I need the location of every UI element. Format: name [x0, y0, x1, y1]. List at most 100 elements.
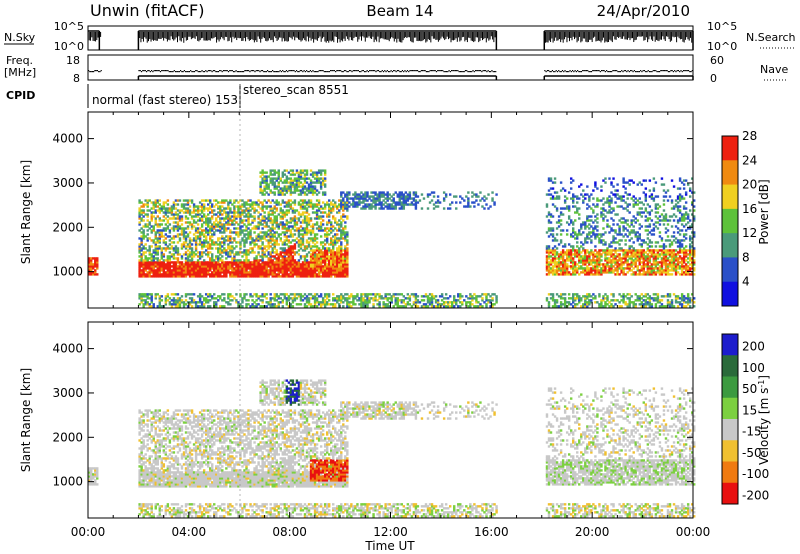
power-cell: [158, 239, 161, 242]
power-cell: [204, 229, 208, 232]
power-cell: [146, 203, 149, 206]
power-cell: [178, 253, 182, 256]
power-cell: [152, 229, 155, 232]
power-cell: [166, 235, 170, 238]
power-cell: [489, 205, 492, 208]
power-cell: [144, 243, 147, 246]
power-cell: [162, 203, 166, 206]
power-cell: [148, 271, 151, 274]
nave-sample: [224, 70, 226, 72]
power-cell: [206, 295, 210, 298]
power-cell: [166, 263, 170, 266]
power-cell: [251, 239, 254, 242]
power-cell: [219, 267, 222, 270]
power-cell: [247, 209, 250, 212]
power-cell: [190, 259, 194, 262]
power-cell: [321, 223, 325, 226]
nave-sample: [323, 71, 325, 73]
power-cell: [321, 215, 325, 218]
nave-sample: [495, 71, 497, 73]
power-cell: [174, 247, 178, 250]
power-cell: [190, 273, 194, 276]
nave-sample: [462, 71, 464, 73]
power-cell: [160, 295, 164, 298]
freq-label-1: Freq.: [6, 54, 33, 67]
nave-sample: [389, 71, 391, 73]
nave-sample: [474, 70, 477, 72]
nave-sample: [330, 70, 332, 72]
power-cell: [194, 301, 198, 304]
power-cell: [461, 295, 464, 298]
power-cell: [168, 269, 172, 272]
power-cell: [202, 271, 206, 274]
power-cell: [243, 219, 246, 222]
power-cell: [168, 247, 172, 250]
power-cell: [245, 213, 248, 216]
nave-sample: [250, 70, 252, 72]
power-cell: [263, 211, 266, 214]
power-cell: [194, 221, 198, 224]
power-cell: [154, 201, 157, 204]
power-cell: [202, 245, 206, 248]
power-cell: [418, 199, 422, 202]
power-cell: [223, 273, 226, 276]
power-cell: [158, 217, 161, 220]
power-cell: [204, 207, 208, 210]
power-cell: [255, 269, 258, 272]
power-cell: [247, 261, 250, 264]
power-cell: [221, 275, 224, 278]
power-cell: [186, 265, 190, 268]
power-cell: [166, 227, 170, 230]
power-cell: [178, 271, 182, 274]
power-cell: [182, 271, 186, 274]
power-cell: [211, 247, 214, 250]
power-cell: [237, 227, 240, 230]
nave-sample: [572, 70, 574, 72]
power-cell: [172, 267, 176, 270]
power-cell: [225, 211, 228, 214]
nave-sample: [294, 71, 296, 73]
power-cell: [241, 299, 244, 302]
power-cell: [172, 235, 176, 238]
power-cell: [239, 231, 242, 234]
power-cell: [243, 293, 246, 296]
power-cell: [233, 267, 236, 270]
power-cell: [166, 257, 170, 260]
nave-sample: [241, 71, 243, 73]
power-cell: [217, 259, 220, 262]
power-cell: [138, 271, 141, 274]
nave-sample: [226, 70, 228, 72]
power-cell: [249, 271, 252, 274]
power-cell: [219, 263, 222, 266]
power-cell: [219, 247, 222, 250]
power-cell: [247, 267, 250, 270]
power-cell: [334, 201, 337, 204]
power-cell: [416, 305, 420, 308]
power-cell: [88, 263, 91, 266]
power-cell: [164, 299, 168, 302]
freq-tick-top: 18: [66, 54, 80, 67]
power-cell: [184, 209, 188, 212]
nave-sample: [256, 70, 259, 72]
power-cell: [241, 203, 244, 206]
power-cell: [140, 253, 143, 256]
power-cell: [142, 261, 145, 264]
power-cell: [255, 267, 258, 270]
power-cell: [174, 301, 178, 304]
power-cell: [257, 227, 260, 230]
power-cell: [257, 295, 260, 298]
power-cell: [184, 299, 188, 302]
power-cell: [162, 253, 166, 256]
power-cell: [241, 301, 244, 304]
nave-sample: [437, 70, 439, 72]
power-cell: [255, 299, 258, 302]
power-cell: [152, 273, 155, 276]
power-cell: [251, 215, 254, 218]
power-cell: [265, 263, 268, 266]
power-cell: [176, 251, 180, 254]
nave-sample: [406, 70, 409, 72]
power-cell: [192, 225, 196, 228]
nave-sample: [201, 70, 203, 72]
power-cell: [154, 209, 157, 212]
power-cell: [261, 201, 264, 204]
